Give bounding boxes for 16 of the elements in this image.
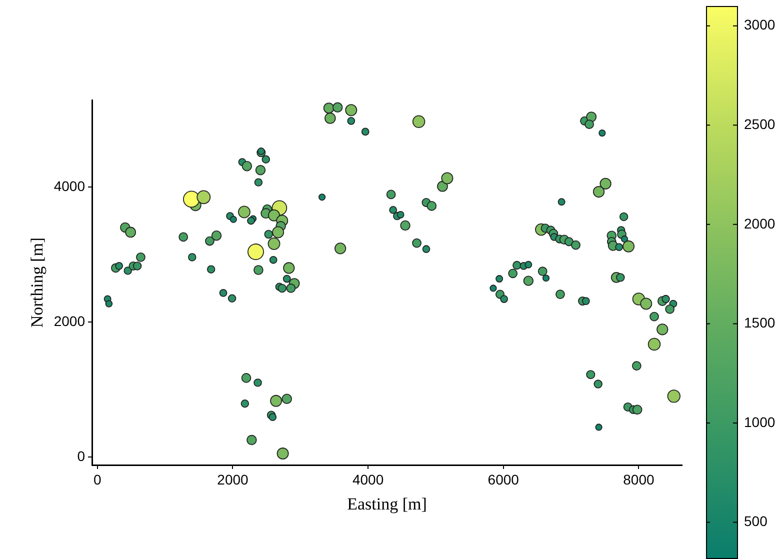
x-tick-label: 4000: [352, 471, 384, 488]
color-bar-label: 1500: [744, 314, 776, 331]
x-tick-label: 2000: [217, 471, 249, 488]
color-bar-label: 2000: [744, 215, 776, 232]
x-axis-title: Easting [m]: [347, 494, 427, 514]
y-tick-label: 0: [77, 448, 86, 464]
color-bar-label: 2500: [744, 116, 776, 132]
y-axis-title: Northing [m]: [28, 237, 47, 328]
x-tick-label: 8000: [623, 471, 654, 488]
y-tick-label: 4000: [54, 178, 86, 194]
color-bar-label: 1000: [744, 414, 776, 430]
y-tick-label: 2000: [54, 312, 86, 329]
color-bar-label: 3000: [744, 16, 776, 33]
color-bar-label: 500: [744, 513, 768, 530]
x-tick-label: 6000: [488, 471, 520, 488]
x-tick-label: 0: [94, 471, 102, 488]
